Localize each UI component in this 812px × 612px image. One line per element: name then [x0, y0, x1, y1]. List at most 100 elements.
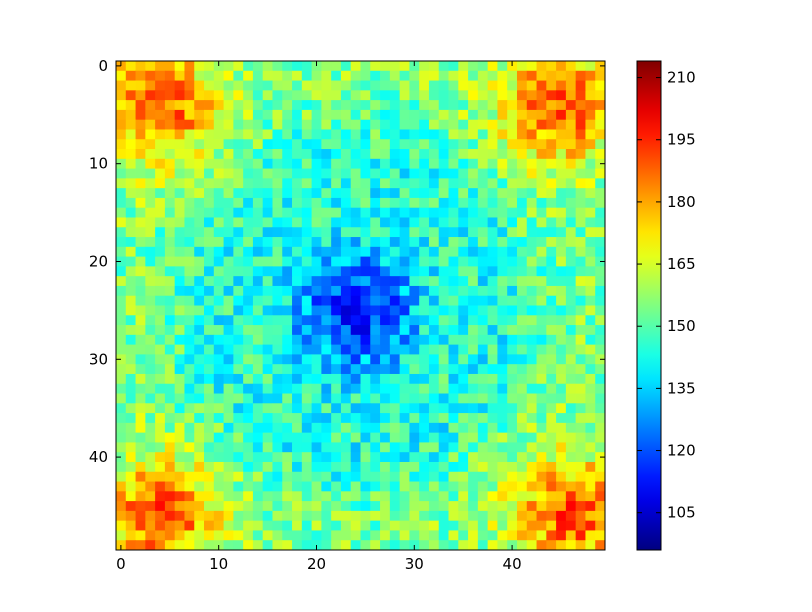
heatmap-cell [370, 285, 381, 297]
heatmap-cell [262, 149, 273, 160]
heatmap-cell [292, 90, 303, 101]
heatmap-cell [233, 364, 244, 375]
heatmap-cell [331, 540, 342, 551]
heatmap-cell [135, 501, 146, 512]
heatmap-cell [145, 61, 156, 72]
heatmap-cell [575, 393, 586, 404]
heatmap-cell [448, 461, 459, 473]
heatmap-cell [526, 295, 537, 306]
heatmap-cell [331, 481, 342, 492]
heatmap-cell [272, 471, 283, 482]
heatmap-cell [243, 61, 254, 72]
heatmap-cell [409, 334, 420, 346]
heatmap-cell [575, 276, 586, 287]
heatmap-cell [164, 168, 176, 179]
heatmap-cell [145, 501, 156, 512]
heatmap-cell [380, 61, 391, 72]
heatmap-cell [311, 432, 322, 443]
heatmap-cell [350, 413, 361, 424]
heatmap-cell [252, 295, 264, 306]
heatmap-cell [331, 80, 342, 91]
heatmap-cell [155, 432, 166, 443]
heatmap-cell [331, 432, 342, 443]
heatmap-cell [487, 90, 498, 101]
heatmap-cell [556, 471, 567, 482]
heatmap-cell [497, 442, 508, 453]
heatmap-cell [526, 178, 537, 189]
heatmap-cell [282, 481, 293, 492]
heatmap-cell [125, 383, 136, 394]
heatmap-cell [360, 481, 371, 492]
heatmap-cell [595, 139, 606, 150]
heatmap-cell [370, 139, 381, 150]
heatmap-cell [565, 471, 577, 482]
heatmap-cell [350, 373, 361, 385]
heatmap-cell [213, 207, 224, 218]
heatmap-cell [487, 540, 498, 551]
heatmap-cell [243, 100, 254, 111]
heatmap-cell [331, 413, 342, 424]
heatmap-cell [252, 432, 264, 443]
heatmap-cell [184, 501, 195, 512]
heatmap-cell [389, 188, 401, 199]
heatmap-cell [145, 325, 156, 336]
heatmap-cell [526, 285, 537, 297]
heatmap-cell [516, 109, 528, 121]
heatmap-cell [575, 461, 586, 473]
heatmap-cell [174, 432, 185, 443]
heatmap-cell [262, 100, 273, 111]
heatmap-cell [565, 168, 577, 179]
heatmap-cell [350, 129, 361, 140]
heatmap-cell [292, 80, 303, 91]
heatmap-cell [331, 403, 342, 414]
heatmap-cell [213, 109, 224, 121]
heatmap-cell [233, 442, 244, 453]
heatmap-cell [389, 129, 401, 140]
heatmap-cell [204, 452, 215, 463]
heatmap-cell [350, 139, 361, 150]
heatmap-cell [282, 188, 293, 199]
heatmap-cell [497, 530, 508, 541]
heatmap-cell [428, 285, 440, 297]
heatmap-cell [516, 325, 528, 336]
heatmap-cell [565, 158, 577, 169]
heatmap-cell [487, 305, 498, 316]
heatmap-cell [340, 207, 352, 218]
heatmap-cell [331, 364, 342, 375]
heatmap-cell [585, 373, 596, 385]
heatmap-cell [164, 129, 176, 140]
heatmap-cell [389, 178, 401, 189]
heatmap-cell [428, 119, 440, 130]
heatmap-cell [282, 285, 293, 297]
heatmap-cell [145, 188, 156, 199]
heatmap-cell [448, 285, 459, 297]
heatmap-cell [350, 432, 361, 443]
heatmap-cell [204, 119, 215, 130]
heatmap-cell [194, 305, 205, 316]
heatmap-cell [458, 90, 469, 101]
heatmap-cell [380, 452, 391, 463]
heatmap-cell [419, 491, 430, 502]
heatmap-cell [213, 119, 224, 130]
heatmap-cell [546, 364, 557, 375]
heatmap-cell [184, 266, 195, 277]
heatmap-cell [125, 520, 136, 531]
heatmap-cell [389, 256, 401, 267]
heatmap-cell [145, 413, 156, 424]
heatmap-cell [311, 100, 322, 111]
heatmap-cell [389, 109, 401, 121]
heatmap-cell [233, 237, 244, 248]
heatmap-cell [360, 510, 371, 522]
heatmap-cell [350, 237, 361, 248]
heatmap-cell [174, 266, 185, 277]
heatmap-cell [458, 325, 469, 336]
heatmap-cell [575, 422, 586, 434]
heatmap-cell [243, 178, 254, 189]
heatmap-cell [145, 393, 156, 404]
heatmap-cell [370, 364, 381, 375]
heatmap-cell [536, 246, 547, 257]
heatmap-cell [292, 471, 303, 482]
heatmap-cell [546, 540, 557, 551]
heatmap-cell [409, 207, 420, 218]
heatmap-cell [116, 266, 127, 277]
